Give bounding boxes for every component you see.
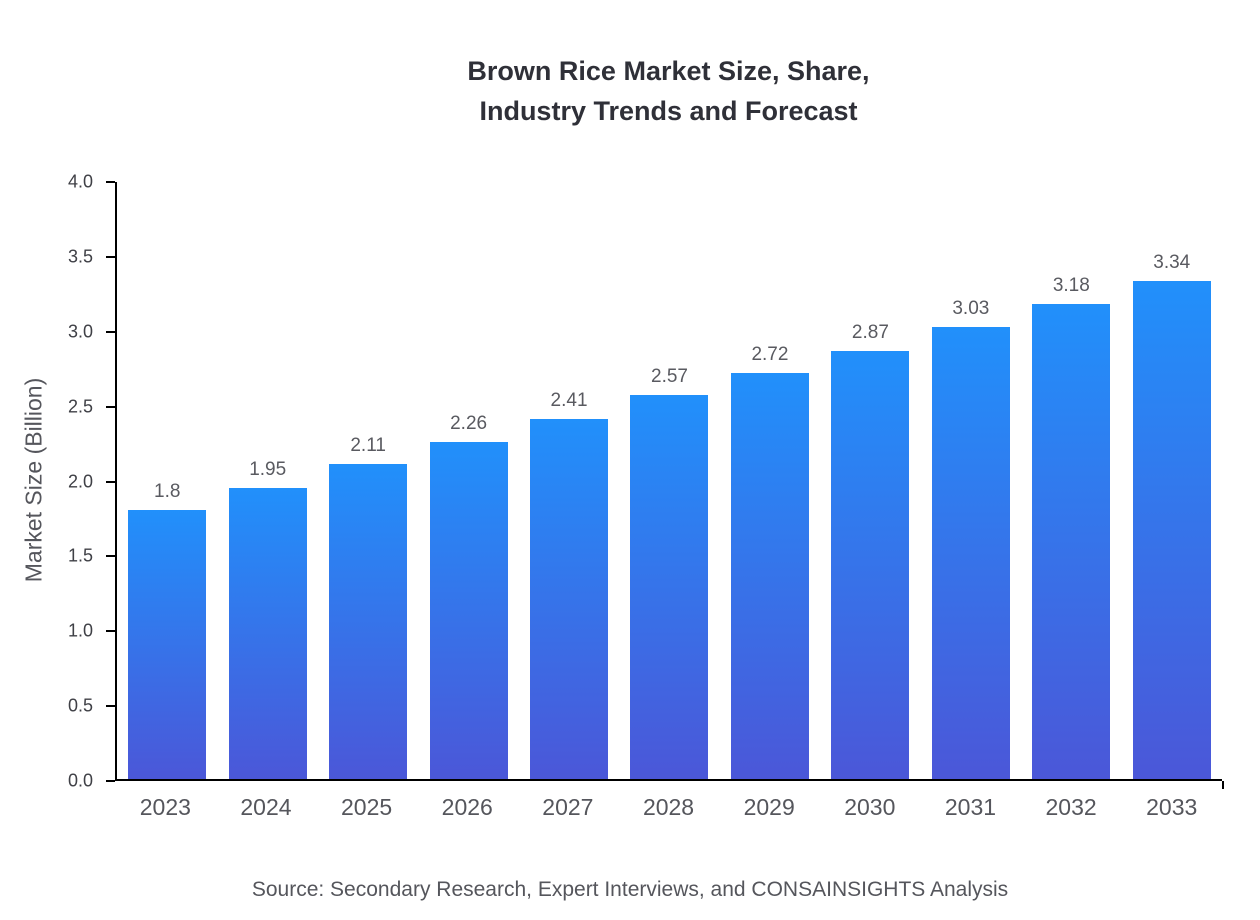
bar-slot: 3.03 (921, 182, 1021, 779)
x-tick-label: 2033 (1146, 794, 1198, 820)
bar-slot: 3.34 (1122, 182, 1222, 779)
bar-value-label: 2.11 (350, 435, 386, 457)
y-tick-label: 3.0 (67, 321, 93, 342)
y-tick-mark (106, 705, 115, 708)
bar-slot: 2.57 (619, 182, 719, 779)
y-tick-label: 3.5 (67, 246, 93, 267)
x-tick-label: 2029 (743, 794, 795, 820)
x-axis-labels: 2023 2024 2025 2026 2027 2028 2029 2030 2031 2032… (115, 794, 1222, 821)
x-tick-label: 2030 (844, 794, 896, 820)
y-tick-label: 0.0 (67, 770, 93, 791)
bar-value-label: 3.03 (952, 297, 990, 319)
y-tick-mark (106, 780, 115, 782)
bar (228, 487, 307, 779)
bar (429, 441, 508, 779)
y-tick-label: 2.5 (67, 396, 93, 417)
x-tick-label: 2032 (1045, 794, 1097, 820)
y-tick-mark (106, 555, 115, 558)
chart-title: Brown Rice Market Size, Share, Industry … (467, 56, 870, 126)
bar-value-label: 2.57 (651, 366, 688, 388)
bar-value-label: 2.41 (550, 390, 588, 412)
y-tick-mark (106, 405, 115, 408)
bar (1032, 304, 1111, 779)
plot-area: 1.8 1.95 2.11 2.26 2.41 2.57 2.72 2.87 3.03 3.18 3… (115, 182, 1224, 789)
y-tick-mark (106, 255, 115, 258)
y-tick-mark (106, 480, 115, 483)
bar-slot: 2.41 (519, 182, 619, 779)
x-tick-label: 2024 (240, 794, 292, 820)
source-note: Source: Secondary Research, Expert Inter… (251, 878, 1009, 901)
y-tick-mark (106, 330, 115, 333)
y-tick-label: 1.5 (67, 545, 93, 566)
x-tick-label: 2027 (542, 794, 594, 820)
x-tick-label: 2026 (441, 794, 493, 820)
bar (530, 419, 609, 779)
bar-value-label: 2.26 (450, 412, 488, 434)
bar-value-label: 1.8 (154, 481, 181, 503)
x-axis-end-tick (1222, 781, 1224, 789)
bar (128, 510, 207, 779)
bar (1132, 280, 1211, 779)
bar-value-label: 1.95 (249, 458, 287, 480)
bar-slot: 3.18 (1021, 182, 1121, 779)
y-tick-mark (106, 630, 115, 633)
y-tick-label: 2.0 (67, 471, 93, 491)
x-tick-label: 2023 (139, 794, 191, 820)
bar-value-label: 2.87 (851, 321, 889, 343)
bar-slot: 2.87 (820, 182, 920, 779)
y-tick-mark (106, 181, 115, 183)
bar (831, 350, 910, 779)
bar-slot: 2.72 (720, 182, 820, 779)
y-tick-label: 1.0 (67, 620, 93, 641)
x-tick-label: 2025 (341, 794, 393, 820)
bar-slot: 2.11 (318, 182, 418, 779)
bar (730, 373, 809, 779)
x-tick-label: 2031 (944, 794, 997, 820)
bar (329, 464, 408, 779)
bar-value-label: 3.18 (1052, 275, 1090, 297)
y-axis-ticks: 0.0 0.5 1.0 1.5 2.0 2.5 3.0 3.5 4.0 (0, 172, 115, 791)
x-tick-label: 2028 (642, 794, 695, 820)
bar-slot: 1.8 (117, 182, 217, 779)
bar-value-label: 2.72 (751, 344, 789, 366)
y-tick-label: 4.0 (67, 171, 93, 192)
y-tick-label: 0.5 (67, 695, 93, 716)
bar-slot: 1.95 (217, 182, 317, 779)
bar-slot: 2.26 (418, 182, 518, 779)
bar (630, 395, 709, 779)
bar-value-label: 3.34 (1153, 251, 1191, 273)
bar (931, 326, 1010, 779)
